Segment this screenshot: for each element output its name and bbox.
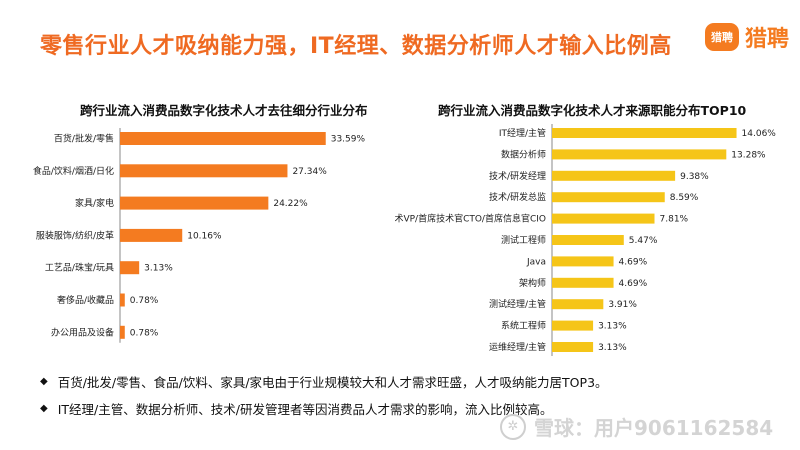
note-text: IT经理/主管、数据分析师、技术/研发管理者等因消费品人才需求的影响，流入比例较… xyxy=(57,402,553,417)
value-label: 3.91% xyxy=(608,300,637,310)
value-label: 5.47% xyxy=(629,236,658,246)
note-text: 百货/批发/零售、食品/饮料、家具/家电由于行业规模较大和人才需求旺盛，人才吸纳… xyxy=(57,375,608,390)
bar xyxy=(120,293,125,307)
page-title: 零售行业人才吸纳能力强，IT经理、数据分析师人才输入比例高 xyxy=(40,34,672,59)
bar xyxy=(552,149,727,160)
liepin-logo-mark: 猎聘 xyxy=(705,23,739,51)
bar xyxy=(552,277,614,288)
liepin-logo-text: 猎聘 xyxy=(745,27,790,52)
bar xyxy=(120,164,288,178)
notes-list: ◆ 百货/批发/零售、食品/饮料、家具/家电由于行业规模较大和人才需求旺盛，人才… xyxy=(40,372,608,426)
bar xyxy=(552,299,604,310)
value-label: 4.69% xyxy=(619,279,648,289)
value-label: 3.13% xyxy=(598,322,627,332)
value-label: 9.38% xyxy=(680,172,709,182)
industry-distribution-chart: 百货/批发/零售 33.59% 食品/饮料/烟酒/日化 27.34% 家具/家电 24.2… xyxy=(33,128,366,343)
category-label: 架构师 xyxy=(519,277,546,289)
value-label: 4.69% xyxy=(619,257,648,267)
watermark: ✲ 雪球：用户9061162584 xyxy=(500,412,773,441)
category-label: Java xyxy=(526,257,546,267)
value-label: 13.28% xyxy=(731,150,766,160)
bar xyxy=(552,256,614,267)
value-label: 7.81% xyxy=(660,215,689,225)
value-label: 33.59% xyxy=(331,135,366,145)
source-function-chart: IT经理/主管 14.06% 数据分析师 13.28% 技术/研发经理 9.38% 技术/研… xyxy=(395,124,777,356)
category-label: 技术/研发经理 xyxy=(489,170,546,182)
category-label: 百货/批发/零售 xyxy=(54,133,114,145)
category-label: 数据分析师 xyxy=(501,148,546,160)
value-label: 0.78% xyxy=(130,296,159,306)
value-label: 27.34% xyxy=(292,167,327,177)
category-label: 食品/饮料/烟酒/日化 xyxy=(33,165,114,177)
value-label: 8.59% xyxy=(670,193,699,203)
bar xyxy=(120,196,269,210)
value-label: 3.13% xyxy=(144,264,173,274)
value-label: 3.13% xyxy=(598,343,627,353)
category-label: 奢侈品/收藏品 xyxy=(57,294,114,306)
category-label: 测试经理/主管 xyxy=(489,298,546,310)
bar xyxy=(552,320,594,331)
bar xyxy=(120,325,125,339)
snowball-icon: ✲ xyxy=(500,413,526,440)
category-label: 技术VP/首席技术官CTO/首席信息官CIO xyxy=(395,213,546,225)
bullet-diamond-icon: ◆ xyxy=(40,403,48,414)
bar xyxy=(552,170,676,181)
category-label: 系统工程师 xyxy=(501,320,546,332)
bar xyxy=(552,342,594,352)
bar xyxy=(552,128,737,138)
category-label: 工艺品/珠宝/玩具 xyxy=(45,262,114,274)
value-label: 0.78% xyxy=(130,328,159,338)
bar xyxy=(120,132,326,145)
category-label: 家具/家电 xyxy=(75,197,114,209)
note-item: ◆ IT经理/主管、数据分析师、技术/研发管理者等因消费品人才需求的影响，流入比… xyxy=(40,399,608,418)
liepin-logo: 猎聘 猎聘 xyxy=(705,20,789,54)
bar xyxy=(120,261,140,275)
watermark-text: 雪球：用户9061162584 xyxy=(534,416,774,440)
bar xyxy=(552,235,624,245)
category-label: 测试工程师 xyxy=(501,234,546,246)
category-label: 技术/研发总监 xyxy=(489,191,546,203)
category-label: 办公用品及设备 xyxy=(51,326,114,338)
category-label: 服装服饰/纺织/皮革 xyxy=(36,229,114,241)
left-chart-title: 跨行业流入消费品数字化技术人才去往细分行业分布 xyxy=(80,103,368,118)
note-item: ◆ 百货/批发/零售、食品/饮料、家具/家电由于行业规模较大和人才需求旺盛，人才… xyxy=(40,372,608,391)
bullet-diamond-icon: ◆ xyxy=(40,376,48,387)
value-label: 24.22% xyxy=(273,199,308,209)
category-label: IT经理/主管 xyxy=(499,127,546,139)
bar xyxy=(552,192,665,203)
value-label: 14.06% xyxy=(742,129,777,139)
category-label: 运维经理/主管 xyxy=(489,341,546,353)
bar xyxy=(120,228,183,242)
right-chart-title: 跨行业流入消费品数字化技术人才来源职能分布TOP10 xyxy=(438,103,747,118)
bar xyxy=(552,213,655,224)
value-label: 10.16% xyxy=(187,231,222,241)
